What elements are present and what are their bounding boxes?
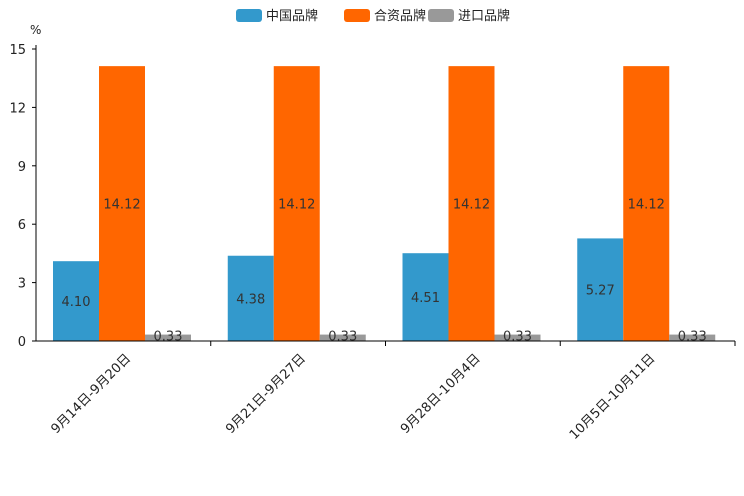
legend-swatch	[236, 9, 262, 22]
legend-label: 进口品牌	[458, 8, 510, 24]
y-tick-label: 0	[18, 335, 26, 350]
data-label: 4.51	[411, 291, 440, 306]
legend-swatch	[428, 9, 454, 22]
data-label: 14.12	[103, 198, 140, 213]
y-tick-label: 15	[9, 43, 26, 58]
x-category-label: 10月5日-10月11日	[567, 351, 659, 443]
x-category-label: 9月28日-10月4日	[398, 351, 484, 437]
data-label: 4.10	[62, 295, 91, 310]
data-label: 14.12	[453, 198, 490, 213]
bar	[494, 334, 541, 341]
legend-label: 合资品牌	[374, 8, 426, 24]
y-tick-label: 12	[9, 101, 26, 116]
legend-label: 中国品牌	[266, 8, 318, 24]
bar	[319, 334, 366, 341]
x-category-label: 9月14日-9月20日	[48, 351, 134, 437]
bar	[623, 66, 670, 341]
bars-group: 4.10 4.38 4.51 5.27 14.12 14.12 14.12 14.12 0.33…	[53, 66, 716, 345]
bar	[402, 253, 449, 341]
data-label: 4.38	[236, 292, 265, 307]
x-category-label: 9月21日-9月27日	[223, 351, 309, 437]
x-axis: 9月14日-9月20日 9月21日-9月27日 9月28日-10月4日 10月5日-1…	[36, 340, 736, 443]
data-label: 0.33	[678, 330, 707, 345]
bar	[669, 334, 716, 341]
data-label: 0.33	[328, 330, 357, 345]
y-tick-label: 3	[18, 277, 26, 292]
data-label: 5.27	[586, 284, 615, 299]
y-axis-unit-label: %	[30, 23, 41, 37]
legend-swatch	[344, 9, 370, 22]
data-label: 14.12	[278, 198, 315, 213]
bar	[99, 66, 145, 341]
bar	[53, 261, 99, 341]
bar	[273, 66, 320, 341]
data-label: 14.12	[628, 198, 665, 213]
y-tick-label: 6	[18, 218, 26, 233]
bar	[448, 66, 495, 341]
y-axis: 0 3 6 9 12 15	[9, 43, 37, 350]
legend: 中国品牌 合资品牌 进口品牌	[236, 8, 510, 24]
data-label: 0.33	[503, 330, 532, 345]
y-tick-label: 9	[18, 160, 26, 175]
bar	[577, 238, 624, 341]
bar	[227, 255, 274, 341]
data-label: 0.33	[154, 330, 183, 345]
bar	[145, 334, 191, 341]
